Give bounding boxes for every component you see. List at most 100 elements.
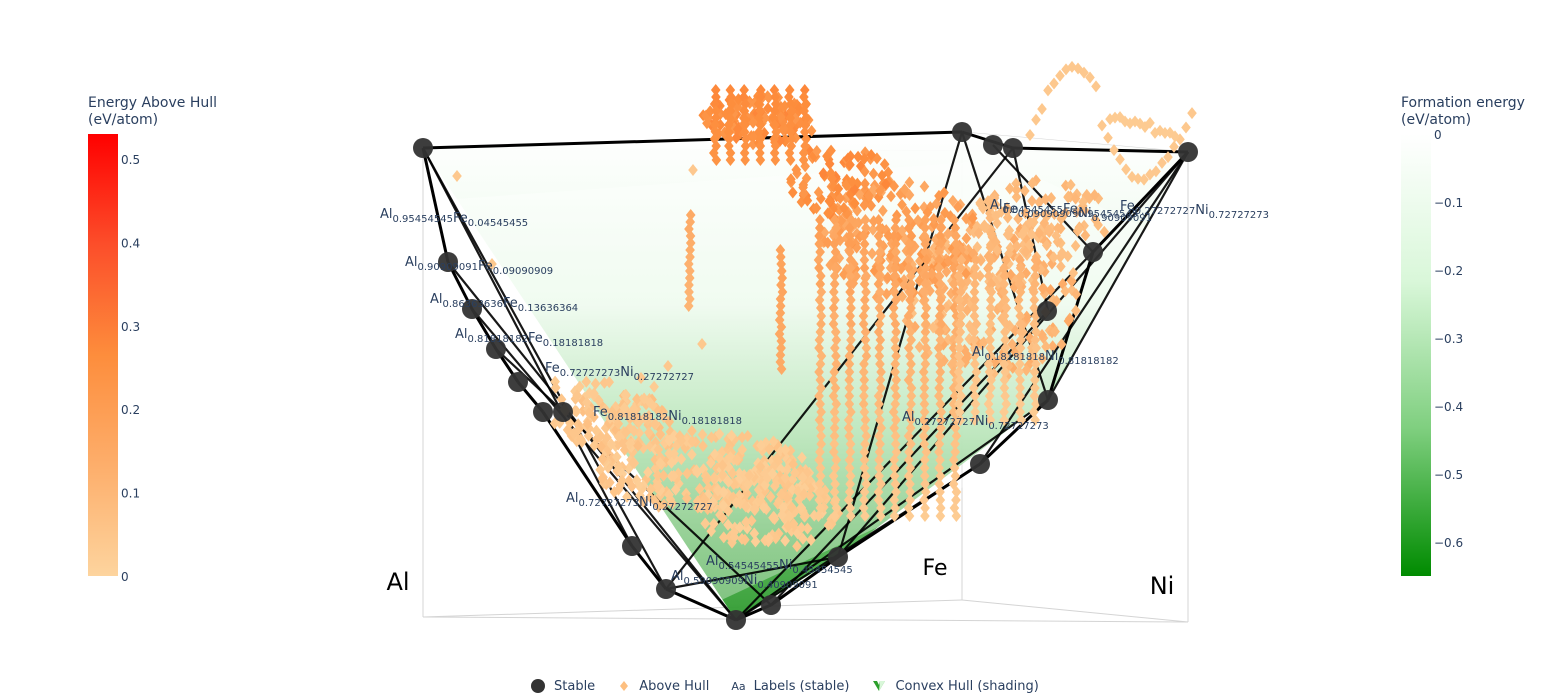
above-hull-point <box>796 195 807 208</box>
above-hull-point <box>1013 212 1023 225</box>
above-hull-point <box>783 510 794 523</box>
above-hull-point <box>578 404 588 417</box>
above-hull-point <box>955 358 966 370</box>
above-hull-point <box>645 491 655 504</box>
above-hull-point <box>755 460 766 473</box>
above-hull-point <box>781 464 792 477</box>
above-hull-point <box>597 472 608 485</box>
above-hull-point <box>859 278 870 290</box>
above-hull-point <box>853 150 863 163</box>
above-hull-point <box>954 342 965 354</box>
above-hull-point <box>815 422 826 434</box>
above-hull-point <box>906 278 916 290</box>
above-hull-point <box>828 374 839 386</box>
above-hull-point <box>919 230 930 242</box>
above-hull-point <box>1071 288 1081 301</box>
above-hull-point <box>950 446 961 458</box>
above-hull-point <box>954 382 965 394</box>
above-hull-point <box>830 462 841 474</box>
above-hull-point <box>920 262 931 274</box>
above-hull-point <box>815 398 825 410</box>
above-hull-point <box>815 446 825 458</box>
above-hull-point <box>906 382 917 394</box>
above-hull-point <box>979 219 990 232</box>
stable-label: Al0.81818182Fe0.18181818 <box>455 327 603 349</box>
above-hull-point <box>845 342 855 354</box>
above-hull-point <box>1063 191 1073 204</box>
above-hull-point <box>890 478 901 490</box>
above-hull-point <box>1060 285 1071 298</box>
above-hull-point <box>706 525 717 538</box>
stable-point <box>656 579 676 599</box>
above-hull-point <box>632 393 642 406</box>
above-hull-point <box>883 229 894 242</box>
above-hull-point <box>904 254 914 266</box>
above-hull-point <box>723 460 734 473</box>
above-hull-point <box>775 244 786 256</box>
above-hull-point <box>826 167 836 180</box>
above-hull-point <box>780 443 791 456</box>
above-hull-point <box>844 430 855 442</box>
above-hull-point <box>935 358 945 370</box>
above-hull-point <box>725 451 736 464</box>
above-hull-point <box>788 458 799 471</box>
legend-item-stable[interactable]: Stable <box>530 678 595 694</box>
above-hull-point <box>904 176 915 189</box>
above-hull-point <box>1001 254 1011 266</box>
above-hull-point <box>1034 226 1044 239</box>
above-hull-point <box>921 318 931 330</box>
above-hull-point <box>829 286 839 298</box>
above-hull-point <box>999 414 1010 426</box>
above-hull-point <box>859 446 870 458</box>
above-hull-point <box>889 422 899 434</box>
legend-item-hull[interactable]: Convex Hull (shading) <box>871 679 1039 694</box>
above-hull-point <box>844 382 855 394</box>
above-hull-point <box>659 498 669 511</box>
above-hull-point <box>829 180 839 193</box>
above-hull-point <box>868 167 879 180</box>
above-hull-point <box>830 246 841 258</box>
above-hull-point <box>1043 224 1054 237</box>
above-hull-point <box>814 294 825 306</box>
hull-edge <box>422 147 667 590</box>
above-hull-point <box>859 254 870 266</box>
above-hull-point <box>999 374 1010 386</box>
above-hull-point <box>905 462 915 474</box>
above-hull-point <box>935 278 946 290</box>
above-hull-point <box>999 382 1010 394</box>
above-hull-point <box>985 406 995 418</box>
above-hull-point <box>667 497 678 510</box>
legend-item-labels[interactable]: Aa Labels (stable) <box>731 679 849 694</box>
above-hull-point <box>897 290 908 303</box>
above-hull-point <box>1070 239 1081 252</box>
above-hull-point <box>919 406 930 418</box>
above-hull-point <box>739 126 750 138</box>
above-hull-point <box>985 334 995 346</box>
above-hull-point <box>897 198 907 211</box>
above-hull-point <box>725 154 736 166</box>
above-hull-point <box>954 318 965 330</box>
legend-item-above-hull[interactable]: Above Hull <box>617 679 709 694</box>
above-hull-point <box>890 262 901 274</box>
above-hull-point <box>920 422 931 434</box>
above-hull-point <box>963 350 973 363</box>
above-hull-point <box>726 91 737 103</box>
above-hull-point <box>905 478 915 490</box>
above-hull-point <box>776 279 786 291</box>
above-hull-point <box>770 154 781 166</box>
above-hull-point <box>935 430 945 442</box>
above-hull-point <box>776 342 786 354</box>
above-hull-point <box>934 446 944 458</box>
above-hull-point <box>1005 182 1015 195</box>
above-hull-point <box>955 414 966 426</box>
above-hull-point <box>705 456 716 469</box>
above-hull-point <box>1013 302 1024 314</box>
above-hull-point <box>1015 406 1025 418</box>
above-hull-point <box>985 414 996 426</box>
above-hull-point <box>843 494 854 506</box>
above-hull-point <box>1025 128 1035 141</box>
above-hull-point <box>889 470 900 482</box>
above-hull-point <box>814 390 824 402</box>
above-hull-point <box>846 334 856 346</box>
